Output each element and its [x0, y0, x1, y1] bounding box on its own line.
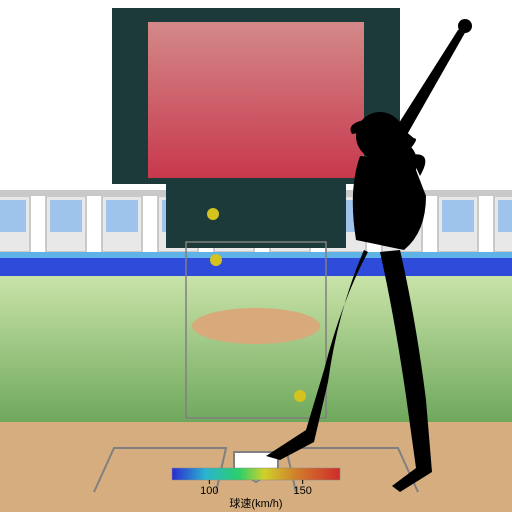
colorbar-tick-label: 100	[200, 485, 218, 497]
colorbar-tick-label: 150	[293, 485, 311, 497]
colorbar-axis-label: 球速(km/h)	[229, 496, 282, 510]
pitchers-mound	[192, 308, 320, 344]
wall-top	[0, 252, 512, 258]
pitch-marker	[210, 254, 222, 266]
pitch-location-chart: 100 150 球速(km/h)	[0, 0, 512, 512]
pitch-marker	[294, 390, 306, 402]
outfield-grass	[0, 276, 512, 422]
pitch-marker	[207, 208, 219, 220]
outfield-wall	[0, 258, 512, 276]
scoreboard-screen	[148, 22, 364, 178]
